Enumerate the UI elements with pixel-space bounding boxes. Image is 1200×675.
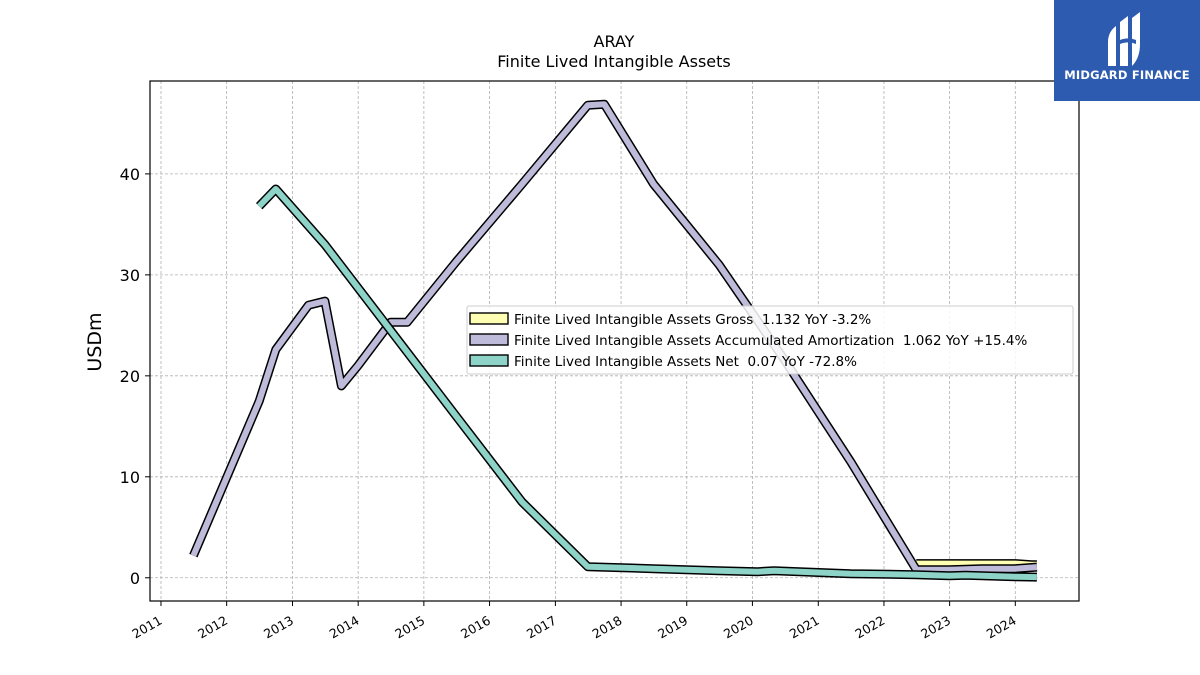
x-tick-label: 2016 (458, 613, 493, 642)
chart-title: ARAY (594, 32, 635, 51)
y-tick-label: 20 (120, 367, 140, 386)
series-line-outline (255, 184, 1037, 582)
midgard-logo-icon (1108, 12, 1140, 66)
x-tick-label: 2014 (327, 613, 362, 642)
brand-name: MIDGARD FINANCE (1064, 68, 1190, 82)
x-tick-label: 2017 (524, 613, 559, 642)
x-tick-label: 2024 (984, 613, 1019, 642)
legend-swatch-amortization (469, 333, 509, 346)
x-tick-label: 2020 (721, 613, 756, 642)
x-tick-label: 2013 (261, 613, 296, 642)
y-tick-label: 40 (120, 165, 140, 184)
x-tick-label: 2011 (129, 613, 164, 642)
y-axis: 0 10 20 30 40 (120, 165, 150, 588)
legend-label-amortization: Finite Lived Intangible Assets Accumulat… (514, 333, 1027, 349)
y-tick-label: 0 (130, 569, 140, 588)
x-axis: 2011 2012 2013 2014 2015 2016 2017 2018 2019 2020… (129, 601, 1019, 642)
series-line (190, 101, 1038, 573)
x-tick-label: 2023 (918, 613, 953, 642)
plot-frame (149, 80, 1080, 602)
legend-label-net: Finite Lived Intangible Assets Net 0.07 … (514, 354, 857, 370)
x-tick-label: 2021 (787, 613, 822, 642)
y-axis-label: USDm (84, 312, 106, 371)
legend-label-gross: Finite Lived Intangible Assets Gross 1.1… (514, 312, 871, 328)
x-tick-label: 2019 (655, 613, 690, 642)
y-tick-label: 30 (120, 266, 140, 285)
series-line (257, 186, 1037, 581)
x-tick-label: 2022 (852, 613, 887, 642)
y-tick-label: 10 (120, 468, 140, 487)
chart-subtitle: Finite Lived Intangible Assets (497, 52, 730, 71)
x-tick-label: 2012 (195, 613, 230, 642)
brand-logo: MIDGARD FINANCE (1054, 0, 1200, 101)
series-lines (189, 99, 1038, 582)
legend: Finite Lived Intangible Assets Gross 1.1… (466, 305, 1074, 375)
x-tick-label: 2015 (392, 613, 427, 642)
legend-swatch-gross (469, 312, 509, 325)
legend-swatch-net (469, 354, 509, 367)
legend-box (466, 305, 1074, 375)
x-tick-label: 2018 (590, 613, 625, 642)
